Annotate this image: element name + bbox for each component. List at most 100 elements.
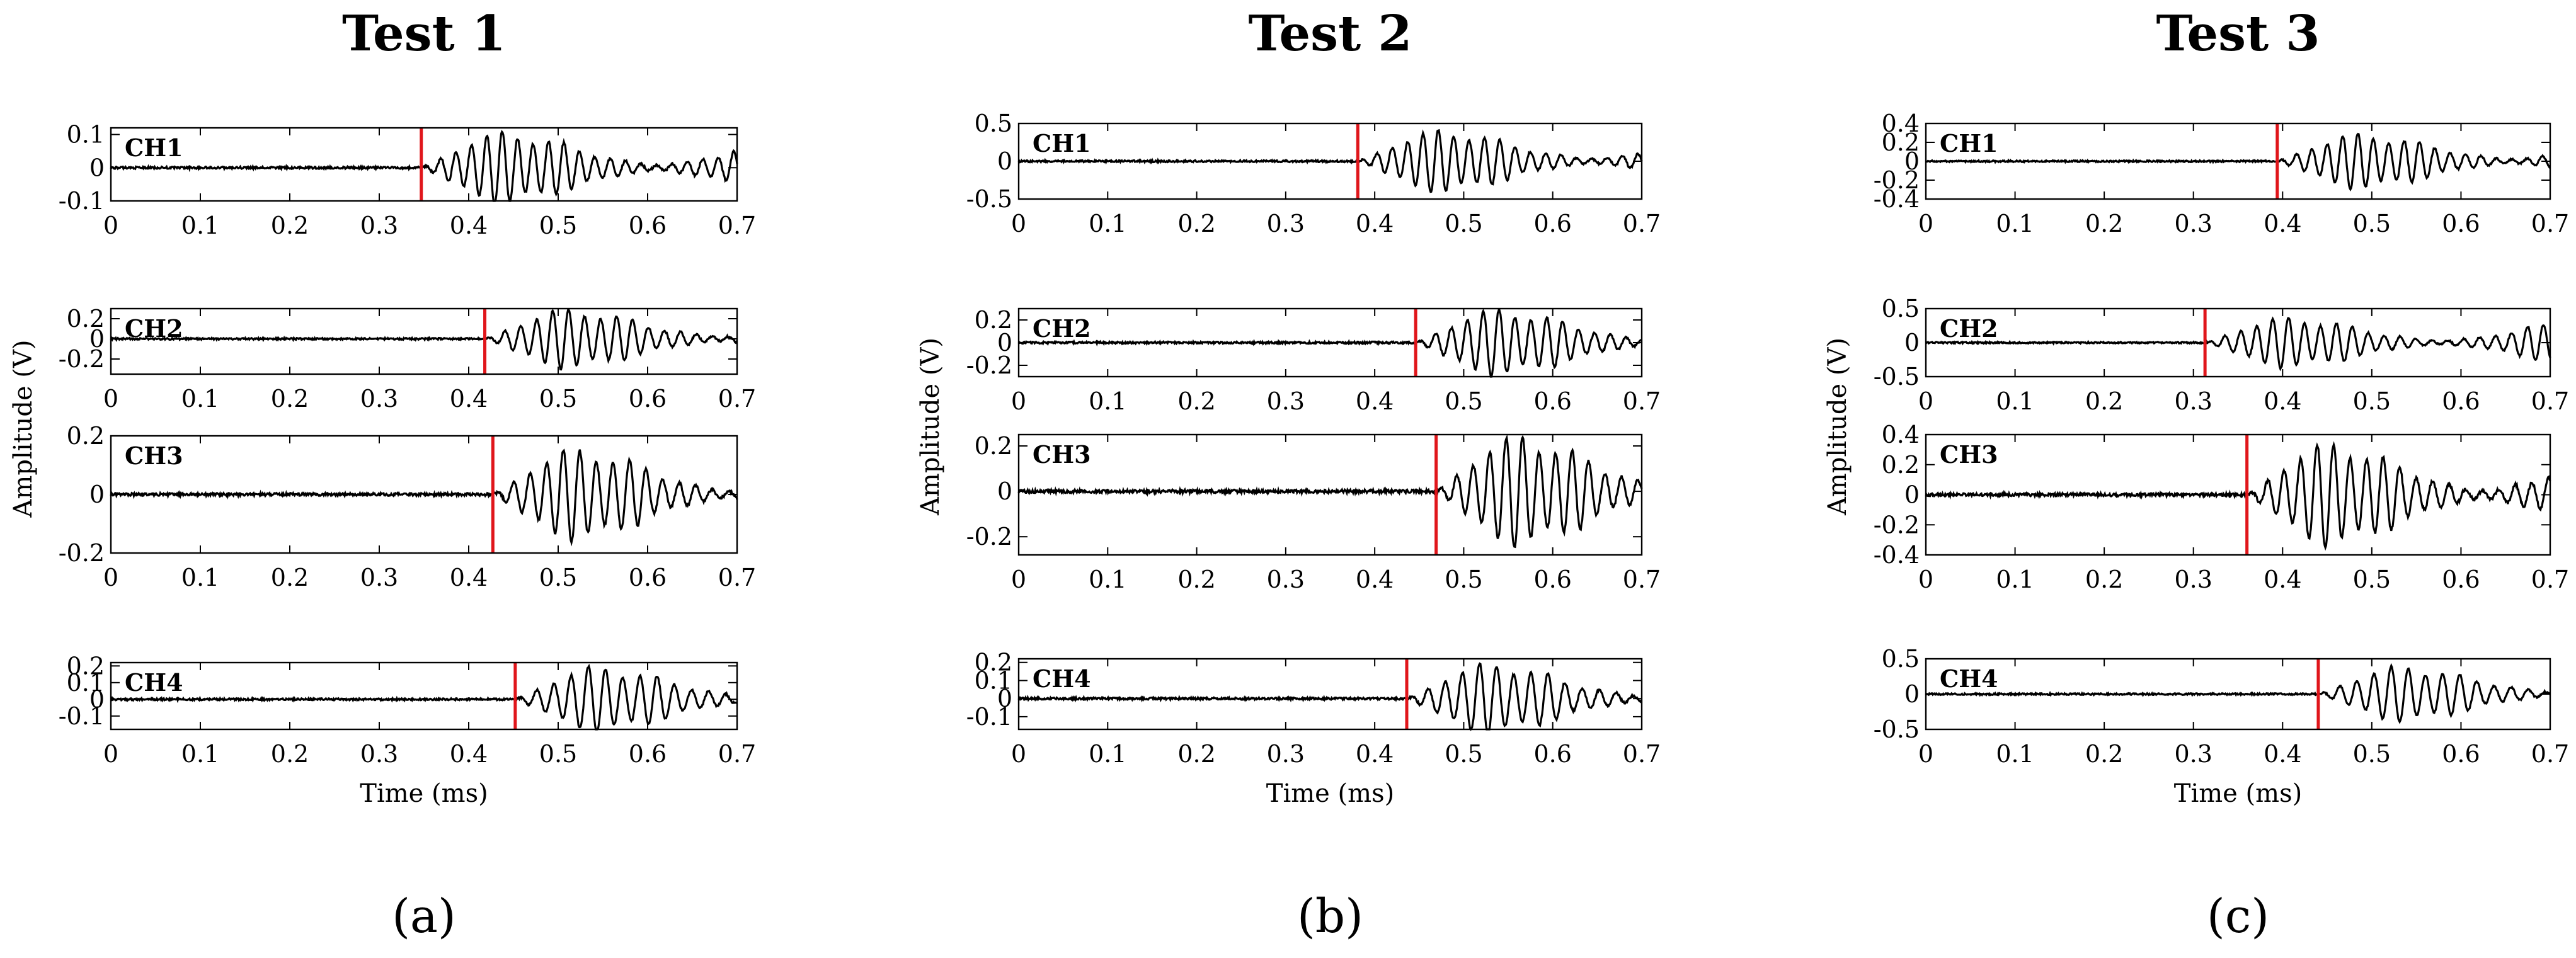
y-tick-label: 0.4 [1882,110,1920,137]
signal-ch4 [110,663,738,731]
x-tick-label: 0 [1011,740,1026,768]
x-tick-label: 0.4 [1356,387,1394,415]
x-tick-label: 0.4 [450,564,488,591]
signal-ch3 [1017,434,1643,549]
x-tick-label: 0 [103,564,118,591]
panel-label: (c) [2207,889,2269,944]
x-tick-label: 0.1 [1996,210,2034,237]
x-tick-label: 0 [103,212,118,239]
x-tick-label: 0.4 [1356,740,1394,768]
signal-ch1 [1017,128,1643,193]
axes-box [110,661,738,731]
signal-ch1 [1925,132,2551,191]
x-tick-label: 0 [1011,387,1026,415]
signal-ch4 [1925,663,2551,724]
x-tick-label: 0 [1918,387,1933,415]
x-tick-label: 0.1 [1089,740,1126,768]
x-tick-label: 0.2 [2085,387,2123,415]
y-tick-label: 0 [997,685,1012,712]
y-tick-label: 0 [89,154,105,181]
panel-label: (b) [1297,889,1363,944]
x-tick-label: 0.1 [181,740,219,768]
y-tick-label: 0 [1904,147,1920,175]
x-tick-label: 0.5 [1445,740,1482,768]
x-tick-label: 0.1 [181,212,219,239]
x-tick-label: 0.3 [360,740,398,768]
y-tick-label: 0 [1904,680,1920,708]
x-tick-label: 0.5 [539,740,577,768]
signal-ch2 [1925,316,2551,372]
x-tick-label: 0.3 [360,564,398,591]
x-tick-label: 0.6 [2442,210,2480,237]
x-axis-label: Time (ms) [1266,779,1394,808]
channel-label: CH2 [1033,314,1091,343]
x-tick-label: 0.4 [450,740,488,768]
channel-label: CH1 [1940,129,1998,157]
x-tick-label: 0.6 [629,385,667,413]
channel-label: CH4 [1940,664,1998,693]
channel-label: CH3 [1033,440,1091,469]
x-tick-label: 0.6 [1533,210,1571,237]
y-axis-label: Amplitude (V) [1823,338,1852,516]
x-tick-label: 0.3 [2174,566,2212,593]
x-tick-label: 0.5 [2353,740,2391,768]
x-tick-label: 0.2 [271,212,309,239]
chart-2: Test 2(b)Time (ms)Amplitude (V)CH10.50-0… [916,5,1661,944]
panel-label: (a) [392,889,456,944]
x-tick-label: 0.7 [1623,740,1661,768]
signal-ch1 [110,130,738,202]
x-tick-label: 0.4 [2264,387,2301,415]
signal-ch3 [1925,441,2551,551]
x-tick-label: 0.3 [1267,210,1305,237]
y-tick-label: 0.2 [975,649,1012,676]
y-tick-label: -0.2 [966,351,1012,379]
x-tick-label: 0.6 [2442,740,2480,768]
x-tick-label: 0 [1918,740,1933,768]
x-tick-label: 0.6 [629,564,667,591]
y-tick-label: -0.5 [966,185,1012,213]
y-tick-label: 0.4 [1882,421,1920,448]
x-tick-label: 0.3 [360,212,398,239]
x-tick-label: 0 [1011,210,1026,237]
y-tick-label: 0.2 [1882,451,1920,479]
channel-label: CH4 [1033,664,1091,693]
x-tick-label: 0.5 [1445,210,1482,237]
x-tick-label: 0.2 [271,740,309,768]
y-tick-label: -0.5 [1874,363,1920,391]
x-tick-label: 0.1 [1996,387,2034,415]
x-tick-label: 0.2 [271,385,309,413]
y-tick-label: -0.1 [966,703,1012,731]
x-tick-label: 0.4 [450,385,488,413]
y-tick-label: 0 [997,477,1012,505]
y-tick-label: -0.2 [966,523,1012,550]
signal-ch2 [110,308,738,371]
x-tick-label: 0.1 [181,385,219,413]
x-tick-label: 0.6 [2442,387,2480,415]
x-tick-label: 0.7 [718,564,756,591]
y-tick-label: 0.1 [975,666,1012,694]
x-tick-label: 0.7 [718,385,756,413]
y-tick-label: -0.1 [59,702,105,730]
x-tick-label: 0.4 [2264,210,2301,237]
y-tick-label: 0.2 [1882,128,1920,156]
axes-box [110,127,738,202]
x-tick-label: 0.4 [1356,210,1394,237]
x-tick-label: 0.3 [1267,387,1305,415]
x-tick-label: 0.7 [2531,387,2569,415]
x-tick-label: 0.6 [1533,566,1571,593]
x-tick-label: 0.6 [629,212,667,239]
x-tick-label: 0.6 [629,740,667,768]
x-tick-label: 0.3 [2174,740,2212,768]
y-tick-label: 0.2 [67,305,105,333]
x-tick-label: 0.4 [2264,566,2301,593]
chart-title: Test 2 [1248,5,1412,62]
x-tick-label: 0.3 [1267,740,1305,768]
y-tick-label: 0 [997,147,1012,175]
x-tick-label: 0.6 [1533,740,1571,768]
